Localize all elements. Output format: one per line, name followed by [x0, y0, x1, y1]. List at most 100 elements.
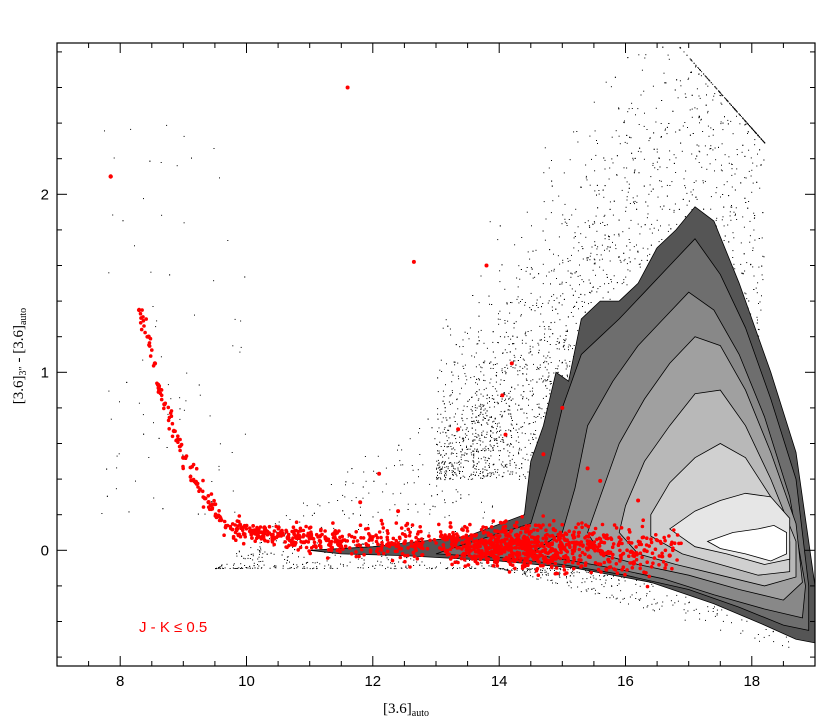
- background-point: [372, 542, 374, 544]
- background-point: [510, 302, 511, 303]
- background-point: [604, 238, 606, 240]
- background-point: [563, 344, 565, 346]
- background-point: [439, 472, 441, 474]
- background-point: [630, 137, 632, 139]
- background-point: [747, 123, 749, 125]
- background-point: [442, 456, 444, 458]
- background-point: [442, 466, 443, 468]
- background-point: [492, 386, 494, 387]
- background-point: [629, 249, 631, 251]
- background-point: [721, 143, 723, 145]
- background-point: [286, 559, 288, 561]
- background-point: [238, 550, 240, 552]
- background-point: [757, 153, 758, 155]
- background-point: [693, 182, 695, 183]
- background-point: [527, 331, 529, 332]
- background-point: [492, 449, 494, 451]
- background-point: [585, 589, 587, 591]
- background-point: [529, 258, 531, 260]
- background-point: [528, 568, 530, 570]
- background-point: [649, 184, 651, 186]
- highlight-point: [406, 527, 411, 532]
- background-point: [580, 186, 582, 188]
- highlight-point: [390, 558, 395, 563]
- highlight-point: [386, 531, 390, 536]
- background-point: [548, 351, 550, 353]
- background-point: [705, 619, 706, 621]
- background-point: [232, 567, 234, 569]
- background-point: [445, 432, 447, 434]
- background-point: [656, 219, 658, 221]
- background-point: [556, 348, 558, 350]
- background-point: [553, 253, 554, 255]
- background-point: [259, 546, 261, 548]
- background-point: [449, 478, 451, 480]
- background-point: [454, 421, 456, 422]
- background-point: [486, 347, 488, 349]
- background-point: [727, 100, 729, 102]
- background-point: [362, 486, 364, 488]
- background-point: [440, 478, 442, 480]
- background-point: [476, 437, 478, 438]
- background-point: [586, 179, 588, 181]
- background-point: [398, 561, 400, 563]
- background-point: [472, 478, 474, 480]
- background-point: [476, 394, 478, 396]
- background-point: [472, 440, 474, 442]
- background-point: [754, 239, 756, 241]
- background-point: [651, 603, 653, 605]
- background-point: [727, 101, 729, 103]
- background-point: [593, 587, 595, 589]
- background-point: [537, 578, 539, 580]
- background-point: [278, 524, 280, 526]
- background-point: [649, 590, 651, 592]
- background-point: [559, 360, 560, 362]
- background-point: [731, 186, 733, 188]
- background-point: [160, 162, 162, 163]
- background-point: [506, 444, 508, 446]
- background-point: [446, 466, 448, 468]
- background-point: [707, 125, 709, 127]
- background-point: [442, 431, 444, 433]
- background-point: [486, 431, 488, 433]
- background-point: [443, 403, 445, 405]
- background-point: [741, 151, 743, 153]
- background-point: [480, 411, 482, 413]
- background-point: [506, 395, 508, 397]
- background-point: [584, 581, 586, 583]
- background-point: [742, 630, 744, 632]
- background-point: [456, 462, 458, 464]
- background-point: [534, 568, 535, 570]
- background-point: [526, 453, 528, 455]
- background-point: [471, 420, 473, 422]
- background-point: [551, 306, 553, 308]
- background-point: [570, 572, 572, 573]
- background-point: [517, 296, 519, 298]
- background-point: [428, 532, 430, 534]
- background-point: [604, 159, 606, 161]
- background-point: [289, 567, 291, 569]
- background-point: [594, 170, 596, 172]
- highlight-point: [672, 541, 677, 545]
- background-point: [440, 446, 442, 447]
- background-point: [720, 121, 722, 123]
- background-point: [628, 257, 630, 259]
- background-point: [459, 472, 460, 474]
- background-point: [744, 270, 746, 272]
- background-point: [558, 341, 560, 343]
- background-point: [537, 342, 539, 344]
- background-point: [665, 128, 666, 130]
- background-point: [465, 375, 467, 377]
- background-point: [608, 250, 610, 252]
- background-point: [522, 385, 524, 387]
- background-point: [544, 360, 546, 362]
- background-point: [618, 219, 620, 221]
- highlight-point: [558, 530, 563, 535]
- background-point: [112, 214, 114, 216]
- background-point: [511, 569, 513, 571]
- background-point: [536, 403, 538, 405]
- background-point: [506, 436, 508, 438]
- background-point: [379, 544, 381, 546]
- background-point: [252, 559, 254, 561]
- background-point: [710, 148, 712, 149]
